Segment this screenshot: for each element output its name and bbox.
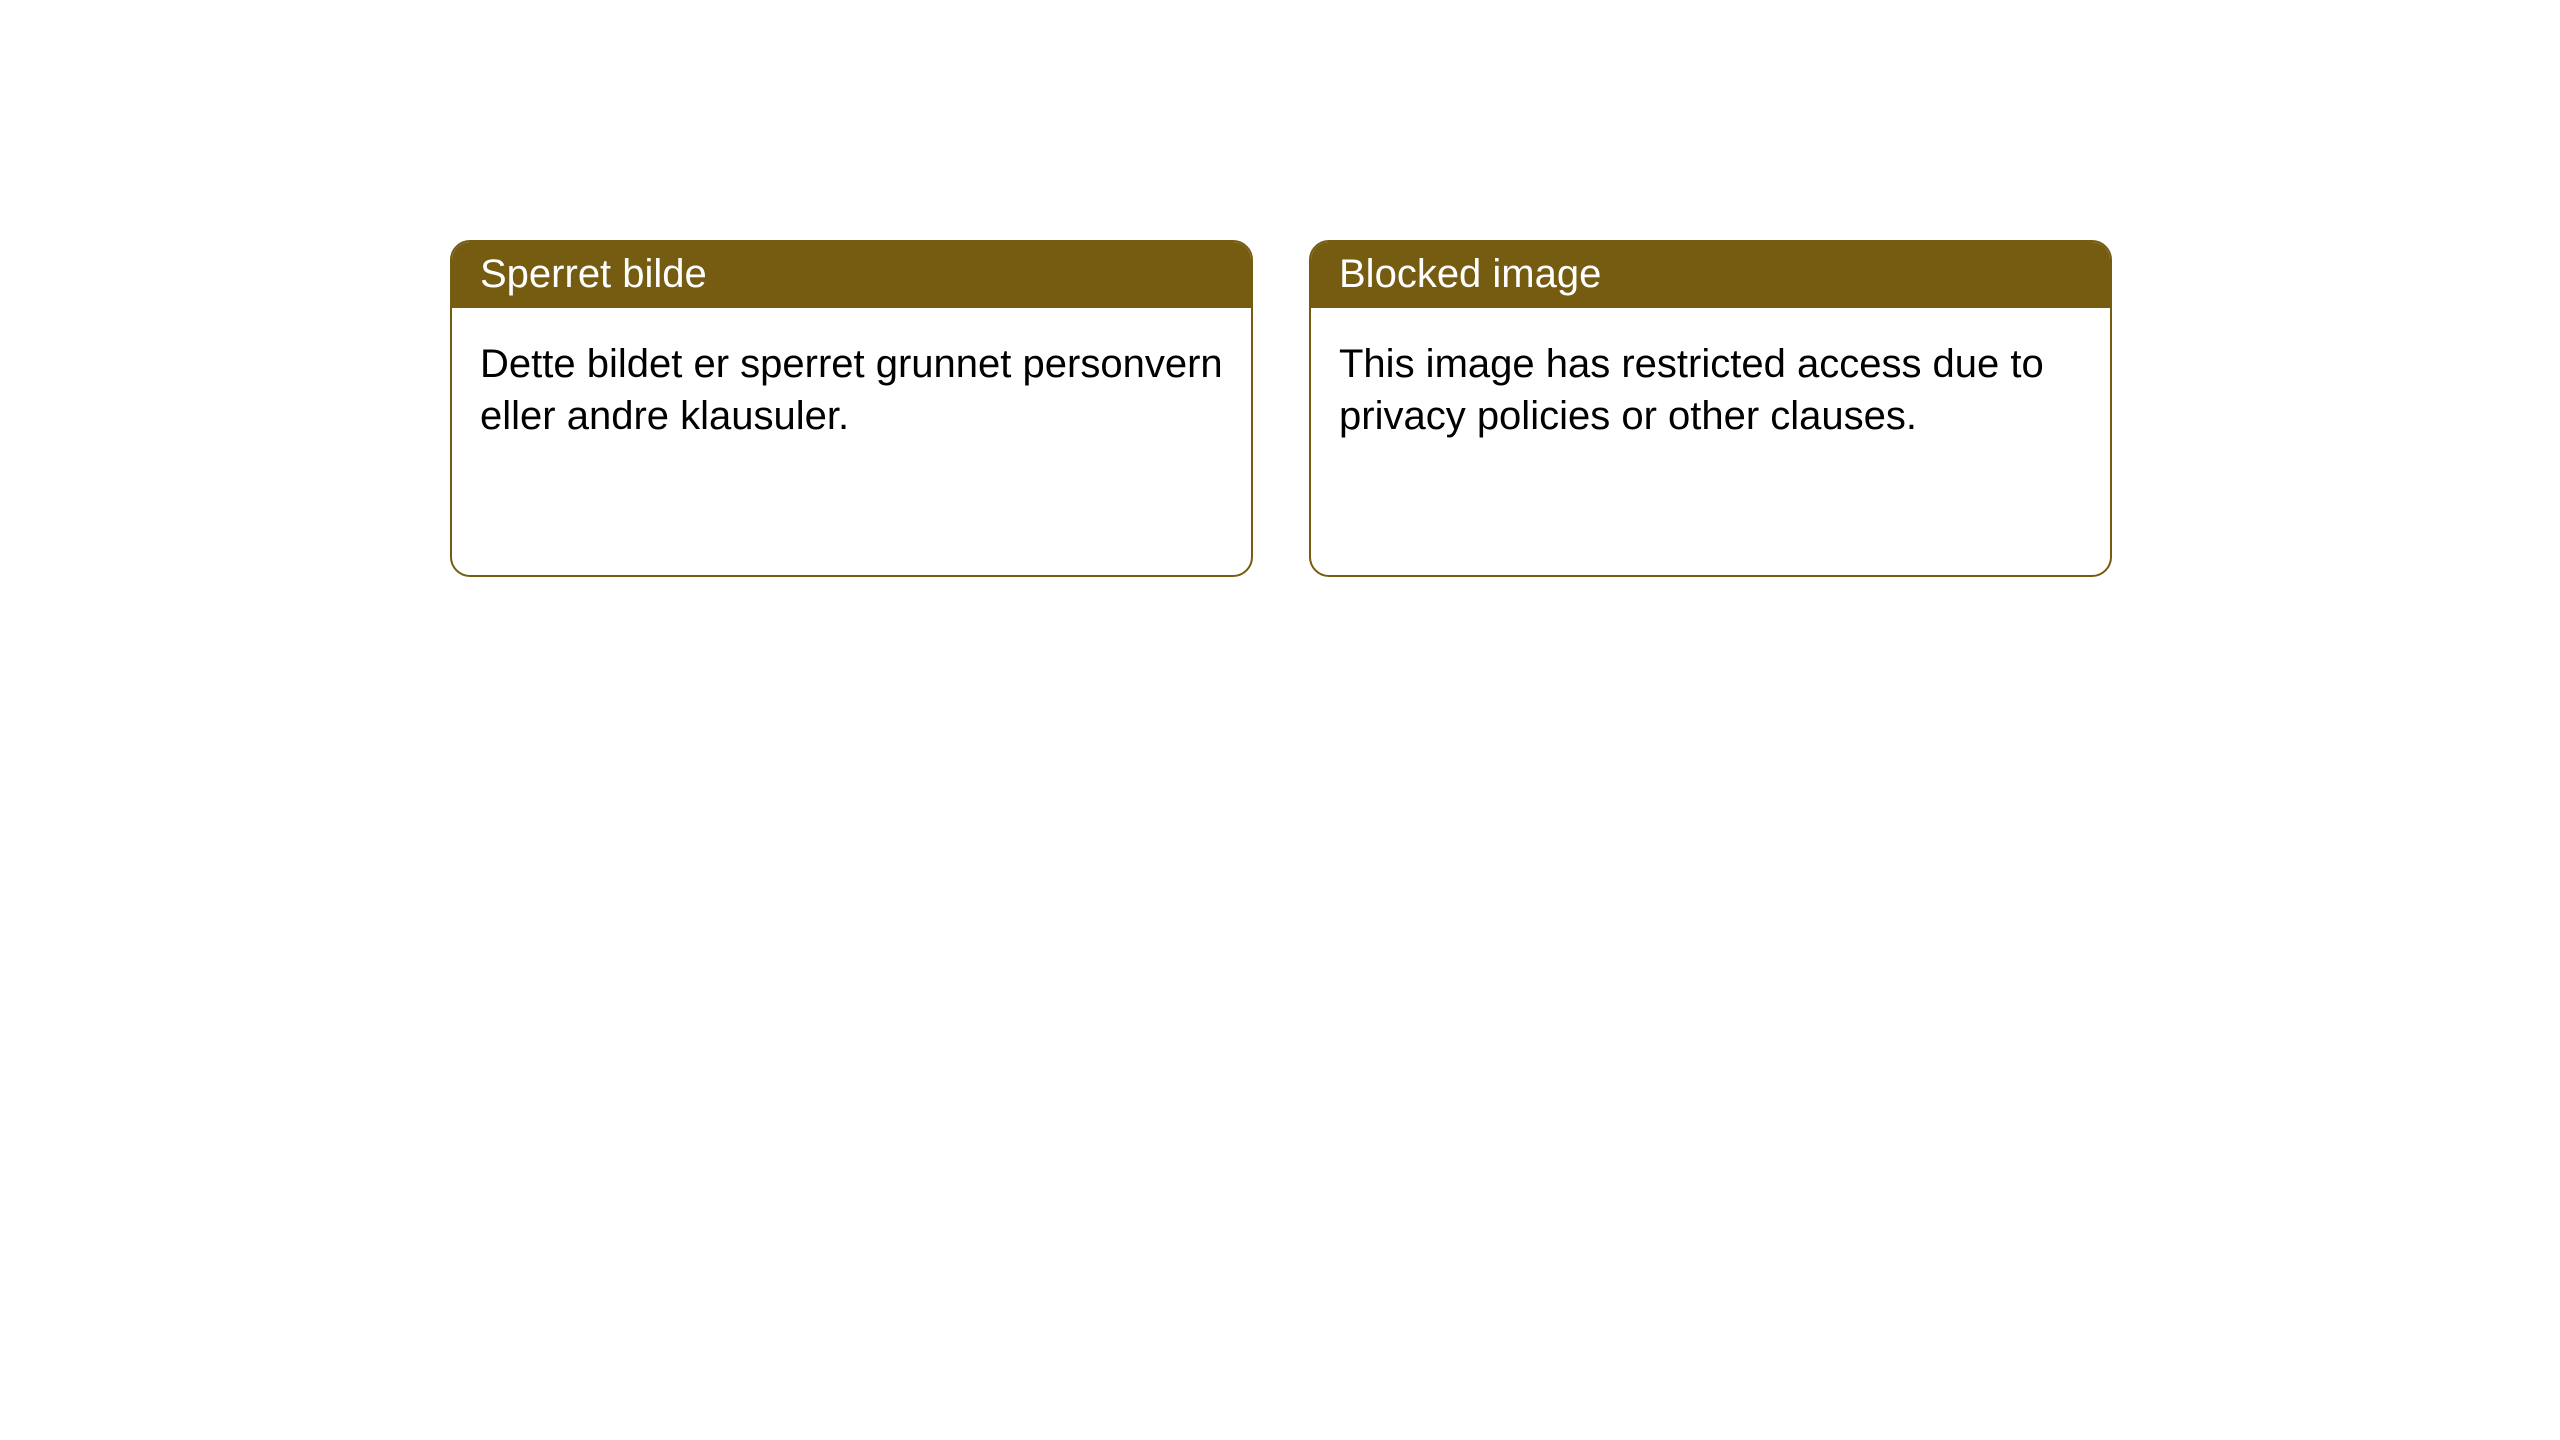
- notice-cards-container: Sperret bilde Dette bildet er sperret gr…: [0, 0, 2560, 577]
- notice-card-norwegian: Sperret bilde Dette bildet er sperret gr…: [450, 240, 1253, 577]
- notice-header: Blocked image: [1311, 242, 2110, 308]
- notice-card-english: Blocked image This image has restricted …: [1309, 240, 2112, 577]
- notice-header: Sperret bilde: [452, 242, 1251, 308]
- notice-body: Dette bildet er sperret grunnet personve…: [452, 308, 1251, 472]
- notice-body: This image has restricted access due to …: [1311, 308, 2110, 472]
